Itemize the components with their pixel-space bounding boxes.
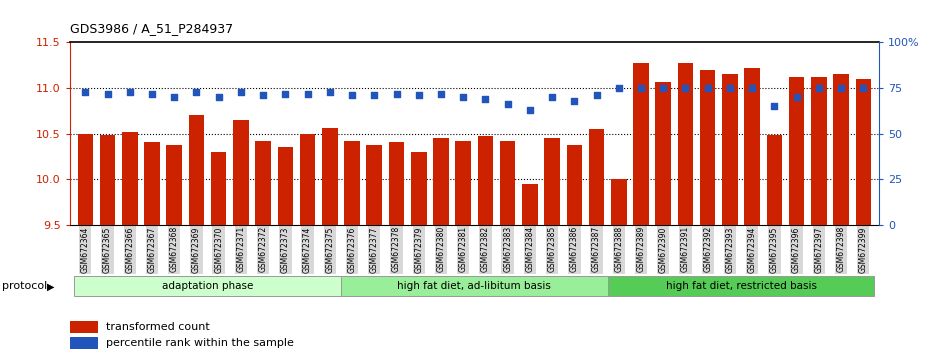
Bar: [456, 141, 471, 225]
Point: [833, 85, 848, 91]
Point: [678, 85, 693, 91]
Point: [745, 85, 760, 91]
Text: ▶: ▶: [47, 281, 55, 291]
Point: [189, 89, 204, 95]
Point: [589, 92, 604, 98]
Point: [123, 89, 138, 95]
Point: [366, 92, 381, 98]
Point: [389, 91, 404, 96]
Bar: [77, 133, 93, 225]
FancyBboxPatch shape: [74, 276, 341, 297]
Point: [300, 91, 315, 96]
Bar: [566, 144, 582, 225]
Bar: [366, 144, 382, 225]
Bar: [166, 144, 182, 225]
Bar: [766, 136, 782, 225]
Point: [500, 102, 515, 107]
Bar: [256, 141, 271, 225]
Point: [166, 94, 181, 100]
Text: high fat diet, restricted basis: high fat diet, restricted basis: [666, 281, 817, 291]
Point: [323, 89, 338, 95]
Point: [478, 96, 493, 102]
Point: [611, 85, 626, 91]
Point: [633, 85, 648, 91]
Bar: [611, 179, 627, 225]
Point: [523, 107, 538, 113]
Point: [78, 89, 93, 95]
Text: adaptation phase: adaptation phase: [162, 281, 253, 291]
Bar: [299, 133, 315, 225]
Bar: [411, 152, 427, 225]
Point: [144, 91, 159, 96]
Point: [456, 94, 471, 100]
Point: [700, 85, 715, 91]
Point: [790, 94, 804, 100]
Text: transformed count: transformed count: [106, 322, 210, 332]
Point: [723, 85, 737, 91]
Point: [411, 92, 426, 98]
Point: [856, 85, 870, 91]
Point: [256, 92, 271, 98]
Bar: [189, 115, 205, 225]
Bar: [322, 128, 338, 225]
Bar: [433, 138, 449, 225]
FancyBboxPatch shape: [341, 276, 607, 297]
Bar: [811, 77, 827, 225]
Point: [100, 91, 115, 96]
Point: [545, 94, 560, 100]
Bar: [522, 184, 538, 225]
Bar: [70, 321, 98, 333]
Bar: [789, 77, 804, 225]
Point: [811, 85, 826, 91]
Bar: [499, 141, 515, 225]
Bar: [70, 337, 98, 349]
Bar: [277, 147, 293, 225]
Point: [211, 94, 226, 100]
Bar: [744, 68, 760, 225]
Bar: [722, 74, 737, 225]
Bar: [122, 132, 138, 225]
Text: protocol: protocol: [2, 281, 47, 291]
Bar: [100, 136, 115, 225]
Bar: [344, 141, 360, 225]
Point: [233, 89, 248, 95]
Point: [433, 91, 448, 96]
Point: [345, 92, 360, 98]
Point: [278, 91, 293, 96]
Bar: [833, 74, 849, 225]
Bar: [389, 142, 405, 225]
Bar: [633, 63, 649, 225]
Bar: [211, 152, 227, 225]
Text: high fat diet, ad-libitum basis: high fat diet, ad-libitum basis: [397, 281, 551, 291]
Bar: [856, 79, 871, 225]
Bar: [144, 142, 160, 225]
Point: [567, 98, 582, 104]
Text: GDS3986 / A_51_P284937: GDS3986 / A_51_P284937: [70, 22, 232, 35]
Text: percentile rank within the sample: percentile rank within the sample: [106, 338, 294, 348]
FancyBboxPatch shape: [607, 276, 874, 297]
Bar: [678, 63, 693, 225]
Bar: [700, 70, 715, 225]
Point: [656, 85, 671, 91]
Bar: [478, 136, 493, 225]
Bar: [589, 129, 605, 225]
Bar: [233, 120, 248, 225]
Point: [767, 103, 782, 109]
Bar: [544, 138, 560, 225]
Bar: [656, 82, 671, 225]
